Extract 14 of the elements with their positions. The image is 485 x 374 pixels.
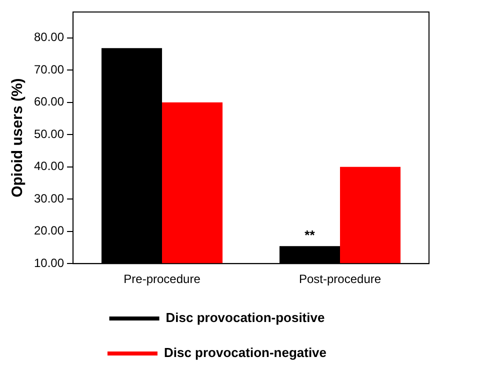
y-tick-label: 10.00 — [34, 256, 64, 270]
annotation: ** — [304, 227, 316, 242]
y-tick-label: 20.00 — [34, 224, 64, 238]
y-tick-label: 60.00 — [34, 94, 64, 109]
legend-label: Disc provocation-negative — [164, 345, 327, 360]
x-tick-label: Post-procedure — [298, 272, 382, 286]
y-tick-label: 40.00 — [34, 159, 64, 174]
y-tick-label: 30.00 — [34, 191, 64, 206]
y-tick-label: 70.00 — [34, 62, 64, 76]
legend-label: Disc provocation-positive — [166, 310, 325, 326]
y-tick-label: 80.00 — [34, 30, 64, 44]
x-tick-label: Pre-procedure — [124, 272, 201, 286]
y-tick-label: 50.00 — [34, 126, 64, 141]
y-axis-title: Opioid users (%) — [9, 78, 26, 198]
